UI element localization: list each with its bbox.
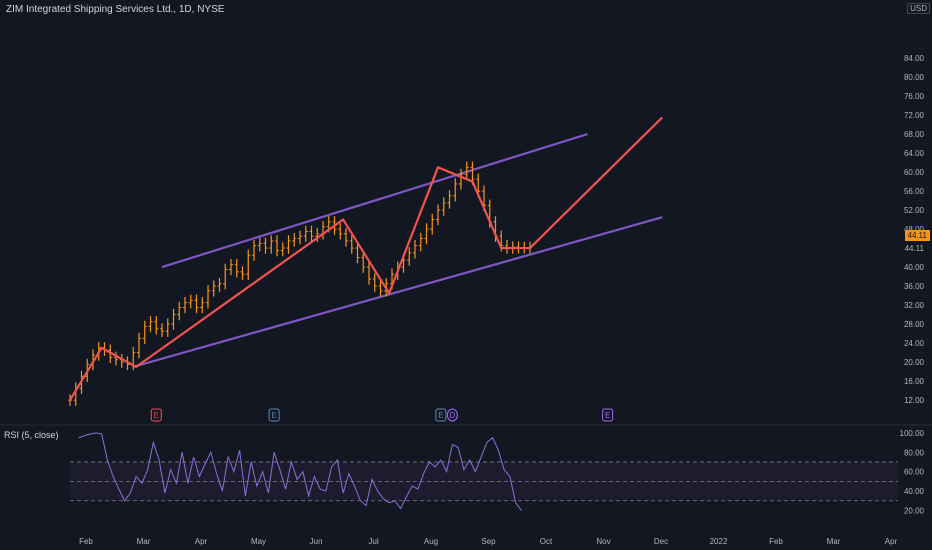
currency-badge[interactable]: USD [907, 3, 930, 14]
rsi-axis-tick-label: 60.00 [904, 468, 925, 477]
price-axis-tick-label: 80.00 [904, 73, 925, 82]
rsi-axis-tick-label: 20.00 [904, 506, 925, 515]
price-axis-tick-label: 72.00 [904, 111, 925, 120]
price-axis-tick-label: 28.00 [904, 320, 925, 329]
price-axis-tick-label: 12.00 [904, 396, 925, 405]
zigzag-line[interactable] [69, 166, 530, 401]
price-axis-tick-label: 32.00 [904, 301, 925, 310]
earnings-marker[interactable]: D [446, 408, 458, 422]
price-axis-tick-label: 36.00 [904, 282, 925, 291]
last-price-label: 44.11 [904, 230, 930, 241]
date-axis-tick-label: Nov [596, 537, 610, 546]
price-axis-tick-label: 76.00 [904, 92, 925, 101]
earnings-marker-frame [268, 408, 280, 422]
zigzag-projection-line[interactable] [529, 116, 664, 249]
date-axis-tick-label: Feb [769, 537, 783, 546]
rsi-line [78, 432, 522, 511]
earnings-marker-frame [446, 408, 458, 422]
rsi-indicator-title[interactable]: RSI (5, close) [4, 430, 59, 440]
channel-lower-line[interactable] [132, 216, 663, 368]
channel-upper-line[interactable] [161, 132, 588, 269]
earnings-marker-label: E [605, 411, 610, 420]
price-axis-tick-label: 20.00 [904, 358, 925, 367]
earnings-marker-label: D [449, 411, 455, 420]
date-axis-tick-label: May [251, 537, 266, 546]
price-axis-tick-label: 84.00 [904, 54, 925, 63]
price-axis-tick-label: 64.00 [904, 149, 925, 158]
date-axis-tick-label: Apr [885, 537, 898, 546]
date-axis-tick-label: Oct [540, 537, 553, 546]
price-bars [68, 161, 532, 406]
price-axis-tick-label: 40.00 [904, 263, 925, 272]
earnings-marker-frame [150, 408, 162, 422]
price-axis-tick-label: 52.00 [904, 206, 925, 215]
date-axis-tick-label: Mar [827, 537, 841, 546]
date-axis-tick-label: Apr [195, 537, 208, 546]
price-axis-tick-label: 60.00 [904, 168, 925, 177]
price-axis-tick-label: 56.00 [904, 187, 925, 196]
earnings-marker-frame [602, 408, 614, 422]
symbol-title: ZIM Integrated Shipping Services Ltd., 1… [6, 4, 225, 15]
price-axis-tick-label: 44.11 [905, 244, 925, 253]
date-axis-tick-label: Dec [654, 537, 668, 546]
earnings-marker[interactable]: E [268, 408, 280, 422]
earnings-marker[interactable]: E [435, 408, 447, 422]
earnings-marker-label: E [438, 411, 443, 420]
rsi-axis-tick-label: 80.00 [904, 448, 925, 457]
earnings-marker[interactable]: E [150, 408, 162, 422]
rsi-axis-tick-label: 40.00 [904, 487, 925, 496]
date-axis-tick-label: Sep [481, 537, 496, 546]
date-axis-tick-label: Aug [424, 537, 438, 546]
price-axis-tick-label: 48.00 [904, 225, 925, 234]
earnings-marker-label: E [154, 411, 159, 420]
earnings-marker[interactable]: E [602, 408, 614, 422]
date-axis-tick-label: 2022 [710, 537, 728, 546]
earnings-marker-label: E [271, 411, 276, 420]
price-axis-tick-label: 24.00 [904, 339, 925, 348]
date-axis-tick-label: Jul [368, 537, 378, 546]
date-axis-tick-label: Jun [310, 537, 323, 546]
price-axis-tick-label: 68.00 [904, 130, 925, 139]
date-axis-tick-label: Mar [137, 537, 151, 546]
price-axis-tick-label: 16.00 [904, 377, 925, 386]
date-axis-tick-label: Feb [79, 537, 93, 546]
earnings-marker-frame [435, 408, 447, 422]
rsi-axis-tick-label: 100.00 [900, 429, 925, 438]
